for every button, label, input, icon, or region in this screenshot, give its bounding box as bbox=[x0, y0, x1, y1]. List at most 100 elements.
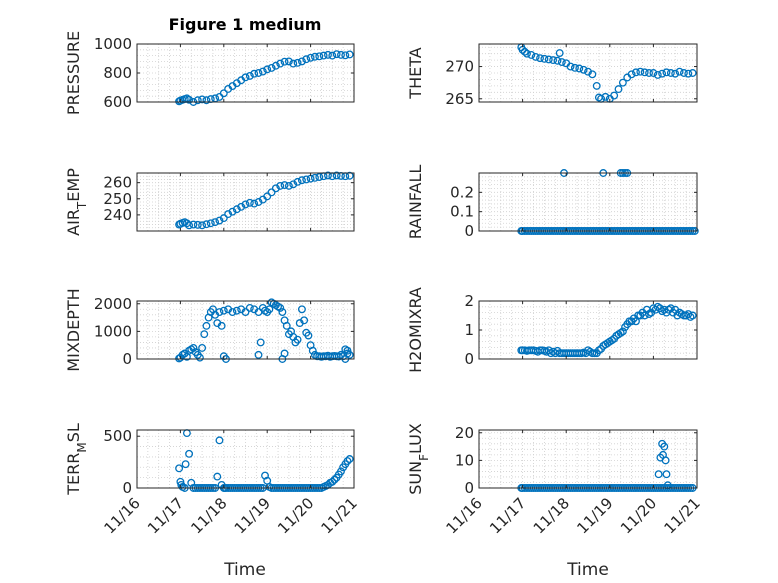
x-tick-label: 11/18 bbox=[187, 494, 230, 537]
data-point bbox=[278, 308, 287, 316]
data-point bbox=[302, 55, 311, 64]
data-point bbox=[276, 181, 285, 190]
y-tick-label: 240 bbox=[103, 206, 132, 224]
data-point bbox=[662, 68, 671, 77]
data-point bbox=[198, 221, 207, 230]
data-point bbox=[241, 73, 250, 82]
data-point bbox=[588, 70, 597, 79]
y-tick-label: 800 bbox=[103, 64, 132, 82]
data-point bbox=[215, 436, 224, 445]
data-point bbox=[195, 353, 204, 362]
data-point bbox=[663, 481, 672, 490]
data-point bbox=[263, 65, 272, 74]
x-tick-label: 11/21 bbox=[318, 494, 361, 537]
data-point bbox=[200, 330, 209, 339]
data-point bbox=[185, 95, 194, 104]
data-point bbox=[666, 304, 675, 313]
data-point bbox=[181, 460, 190, 469]
data-point bbox=[618, 78, 627, 87]
series-points-3 bbox=[175, 171, 354, 230]
y-axis-label-8: SUNFLUX bbox=[406, 423, 431, 495]
data-point bbox=[300, 316, 309, 325]
data-point bbox=[276, 59, 285, 68]
subplot-7: 0 500 11/16 11/17 11/18 11/19 11/20 11/21 TERRMS… bbox=[64, 423, 361, 537]
data-point bbox=[185, 449, 194, 458]
plot-area-4 bbox=[479, 173, 697, 231]
data-point bbox=[614, 85, 623, 94]
data-point bbox=[575, 64, 584, 73]
data-point bbox=[310, 52, 319, 61]
data-point bbox=[280, 57, 289, 66]
data-point bbox=[198, 344, 207, 352]
data-point bbox=[579, 65, 588, 74]
y-axis-label-7: TERRMSL bbox=[64, 423, 89, 496]
subplot-2: 265 270 THETA bbox=[406, 43, 698, 108]
data-point bbox=[232, 205, 241, 214]
data-point bbox=[553, 56, 562, 65]
data-point bbox=[319, 51, 328, 60]
data-point bbox=[198, 95, 207, 104]
x-tick-label: 11/16 bbox=[443, 494, 486, 537]
data-point bbox=[661, 456, 670, 465]
data-point bbox=[213, 472, 222, 481]
data-point bbox=[566, 62, 575, 71]
data-point bbox=[284, 57, 293, 66]
data-point bbox=[289, 59, 298, 68]
axes-box-7 bbox=[136, 429, 355, 489]
data-point bbox=[343, 346, 352, 355]
data-point bbox=[328, 477, 337, 486]
data-point bbox=[185, 221, 194, 230]
data-point bbox=[310, 173, 319, 182]
y-tick-label: 2 bbox=[464, 292, 474, 310]
data-point bbox=[653, 70, 662, 79]
data-point bbox=[610, 91, 619, 100]
data-point bbox=[267, 63, 276, 72]
y-tick-label: 0 bbox=[464, 350, 474, 368]
data-point bbox=[645, 69, 653, 77]
data-point bbox=[523, 49, 531, 58]
axes-box-5 bbox=[136, 300, 355, 360]
data-point bbox=[549, 56, 558, 65]
data-point bbox=[330, 475, 339, 484]
data-point bbox=[536, 54, 544, 63]
data-point bbox=[228, 207, 237, 216]
data-point bbox=[324, 50, 332, 59]
data-point bbox=[337, 467, 345, 476]
data-point bbox=[341, 51, 350, 60]
subplot-6: 0 1 2 H2OMIXRA bbox=[406, 287, 698, 373]
data-point bbox=[256, 338, 265, 347]
data-point bbox=[219, 214, 228, 223]
data-point bbox=[654, 470, 663, 479]
x-axis-label-right: Time bbox=[566, 560, 609, 580]
y-tick-label: 270 bbox=[445, 58, 474, 76]
data-point bbox=[245, 71, 254, 80]
data-point bbox=[284, 181, 293, 190]
data-point bbox=[289, 180, 298, 189]
series-points-5 bbox=[175, 298, 354, 363]
data-point bbox=[282, 321, 291, 330]
y-tick-label: 0 bbox=[122, 350, 132, 368]
data-point bbox=[557, 58, 566, 66]
axes-box-8 bbox=[478, 429, 698, 489]
y-tick-label: 2000 bbox=[94, 295, 132, 313]
x-tick-label: 11/21 bbox=[661, 494, 704, 537]
y-tick-label: 20 bbox=[455, 424, 474, 442]
plot-area-7 bbox=[137, 430, 354, 488]
data-point bbox=[658, 69, 667, 78]
y-tick-label: 0 bbox=[464, 222, 474, 240]
data-point bbox=[324, 171, 332, 180]
data-point bbox=[224, 210, 233, 219]
data-point bbox=[293, 335, 302, 344]
y-axis-label-6: H2OMIXRA bbox=[406, 287, 425, 373]
series-points-6 bbox=[517, 302, 697, 358]
data-point bbox=[660, 442, 669, 451]
data-point bbox=[202, 321, 211, 330]
data-point bbox=[245, 303, 254, 312]
data-point bbox=[570, 63, 579, 72]
x-tick-label: 11/20 bbox=[617, 494, 660, 537]
y-tick-label: 0 bbox=[122, 479, 132, 497]
y-axis-label-5: MIXDEPTH bbox=[64, 288, 83, 371]
y-tick-label: 260 bbox=[103, 174, 132, 192]
x-tick-label: 11/16 bbox=[101, 494, 144, 537]
